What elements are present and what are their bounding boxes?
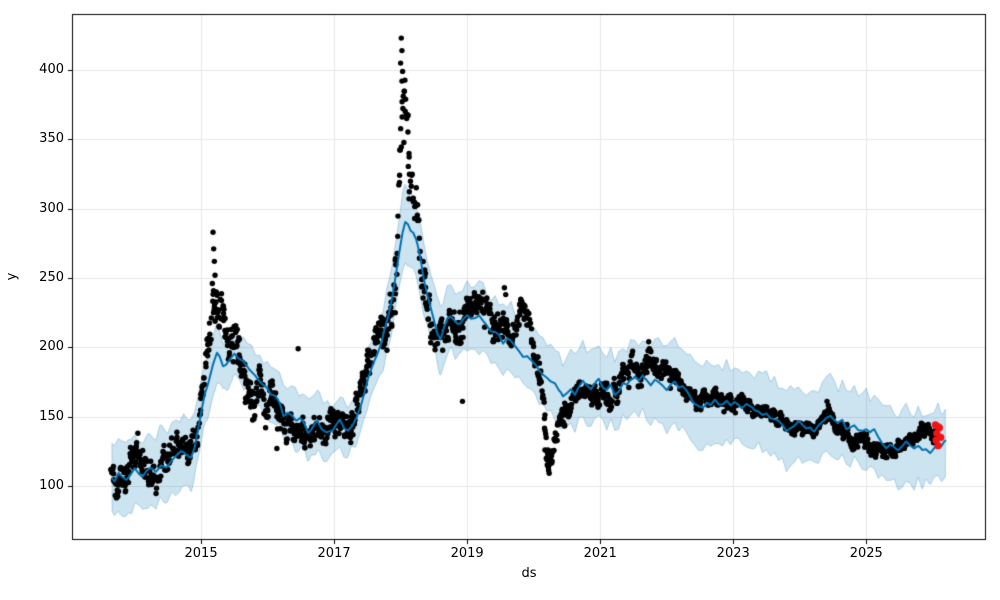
forecast-chart: ds y 2015 2017 2019 2021 2023 2025 100 150 200 25… — [0, 0, 1000, 600]
plot-canvas — [0, 0, 1000, 600]
